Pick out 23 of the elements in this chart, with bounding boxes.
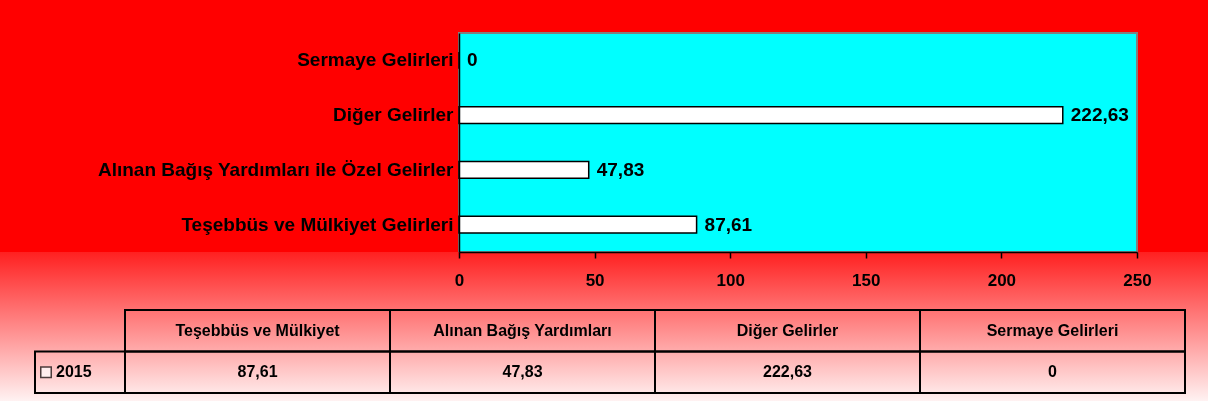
y-tick-label: Diğer Gelirler <box>333 104 455 126</box>
x-tick-label: 0 <box>454 270 465 290</box>
data-label: 222,63 <box>1070 104 1129 126</box>
text: 222,63 <box>763 363 812 381</box>
y-tick-label: Sermaye Gelirleri <box>297 49 454 71</box>
x-tick-label: 150 <box>852 270 881 290</box>
text: 47,83 <box>502 363 543 381</box>
y-tick-label: Alınan Bağış Yardımları ile Özel Gelirler <box>97 158 455 180</box>
x-tick-label: 250 <box>1123 270 1152 290</box>
legend-label: 2015 <box>56 363 92 381</box>
text: 87,61 <box>237 363 278 381</box>
data-label: 0 <box>467 49 478 71</box>
y-tick-label: Teşebbüs ve Mülkiyet Gelirleri <box>181 213 454 235</box>
text: Diğer Gelirler <box>736 321 839 339</box>
text: Alınan Bağış Yardımları <box>433 321 612 339</box>
data-label: 87,61 <box>704 213 753 235</box>
data-label: 47,83 <box>596 158 645 180</box>
x-tick-label: 100 <box>716 270 745 290</box>
text: Sermaye Gelirleri <box>986 321 1119 339</box>
text: 0 <box>1048 363 1057 381</box>
x-tick-label: 50 <box>585 270 605 290</box>
x-tick-label: 200 <box>987 270 1017 290</box>
text: Teşebbüs ve Mülkiyet <box>175 321 341 339</box>
